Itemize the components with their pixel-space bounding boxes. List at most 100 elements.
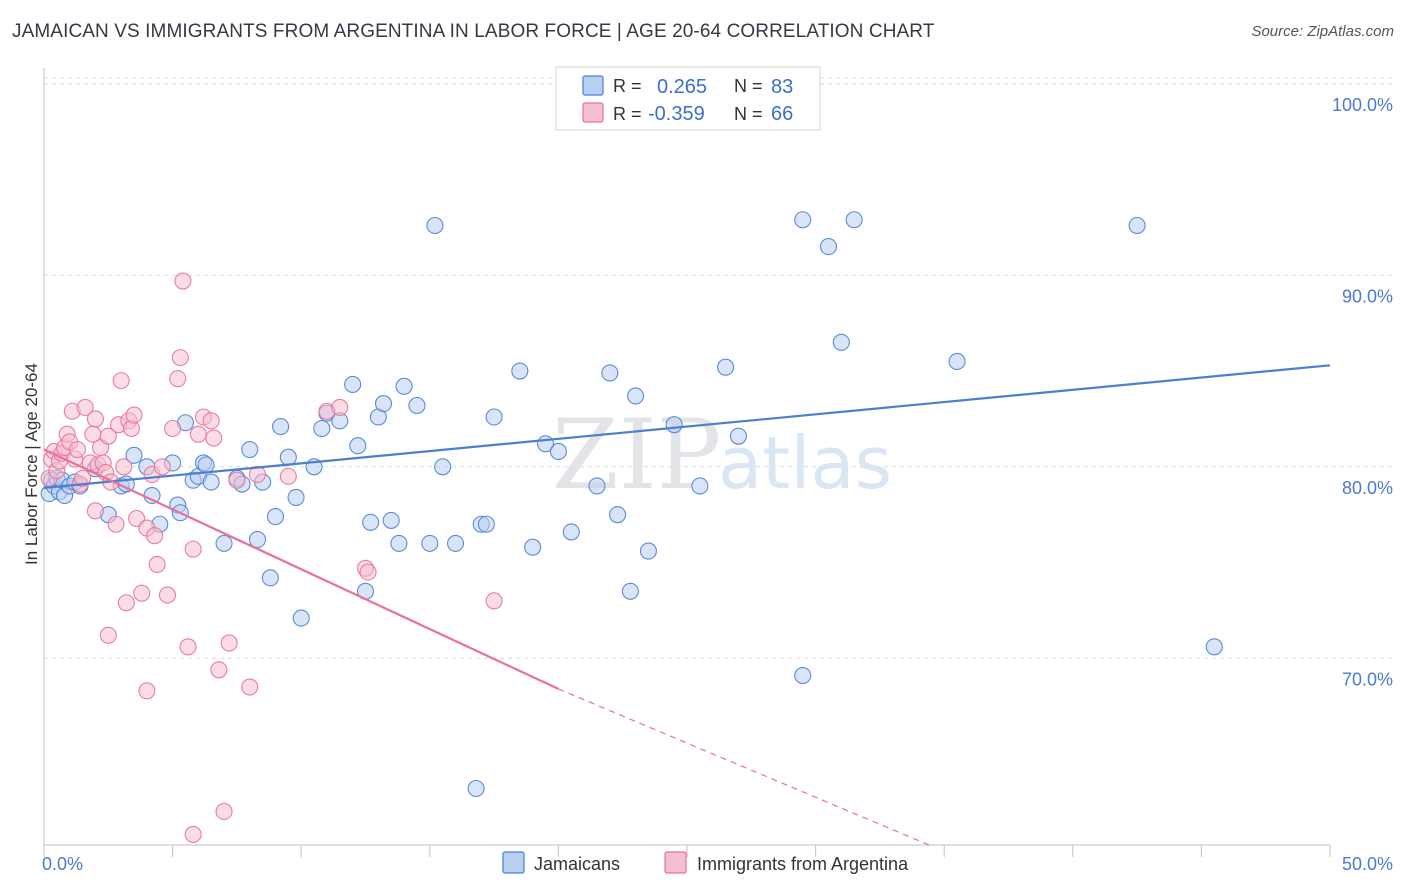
- jamaicans-point: [395, 377, 413, 395]
- argentina-point: [125, 406, 143, 424]
- jamaicans-point: [621, 582, 639, 600]
- argentina-point: [331, 398, 349, 416]
- jamaicans-point: [344, 375, 362, 393]
- watermark-zip: ZIP: [552, 399, 721, 511]
- legend-n-value: 66: [771, 103, 793, 125]
- argentina-point: [171, 349, 189, 367]
- argentina-point: [215, 802, 233, 821]
- jamaicans-point: [524, 538, 542, 556]
- legend-r-value: 0.265: [657, 76, 707, 98]
- points-layer: [40, 211, 1223, 844]
- legend-n-value: 83: [771, 76, 793, 98]
- argentina-point: [158, 586, 177, 604]
- argentina-point: [133, 584, 151, 602]
- jamaicans-point: [794, 666, 812, 685]
- legend-swatch-blue: [582, 75, 604, 96]
- jamaicans-point: [819, 238, 838, 256]
- jamaicans-point: [349, 437, 367, 455]
- axis-layer: 70.0% 80.0% 90.0% 100.0% 0.0% 50.0%: [42, 68, 1393, 874]
- argentina-trend-line: [43, 448, 559, 690]
- argentina-point: [359, 563, 377, 581]
- jamaicans-point: [362, 513, 380, 531]
- jamaicans-point: [261, 569, 279, 587]
- jamaicans-point: [382, 511, 400, 529]
- jamaicans-point: [1128, 216, 1146, 235]
- jamaicans-point: [485, 408, 503, 426]
- jamaicans-point: [549, 442, 567, 461]
- jamaicans-point: [609, 506, 627, 524]
- jamaicans-point: [948, 352, 966, 371]
- argentina-point: [115, 458, 133, 476]
- y-tick-label: 90.0%: [1342, 286, 1393, 306]
- jamaicans-point: [390, 534, 408, 552]
- jamaicans-point: [562, 523, 580, 541]
- argentina-point: [228, 471, 246, 489]
- jamaicans-point: [215, 534, 233, 552]
- jamaicans-point: [467, 779, 485, 798]
- jamaicans-point: [639, 542, 657, 560]
- argentina-point: [485, 592, 503, 610]
- x-tick-label: 50.0%: [1342, 854, 1393, 874]
- jamaicans-point: [266, 508, 285, 526]
- chart-title: JAMAICAN VS IMMIGRANTS FROM ARGENTINA IN…: [12, 21, 935, 42]
- argentina-point: [86, 502, 104, 520]
- jamaicans-point: [279, 448, 297, 466]
- jamaicans-point: [691, 477, 709, 495]
- jamaicans-point: [287, 488, 305, 506]
- jamaicans-point: [665, 416, 683, 434]
- argentina-point: [99, 626, 117, 644]
- trend-layer: [43, 364, 1331, 847]
- argentina-point: [189, 425, 207, 443]
- argentina-point: [76, 398, 94, 416]
- legend-r-label: R =: [613, 76, 642, 96]
- jamaicans-point: [248, 531, 267, 549]
- jamaicans-point: [272, 418, 290, 436]
- jamaicans-point: [601, 364, 619, 382]
- argentina-point: [174, 272, 192, 290]
- jamaicans-point: [434, 458, 452, 476]
- jamaicans-point: [832, 333, 850, 351]
- argentina-point: [202, 412, 220, 430]
- jamaicans-point: [794, 211, 812, 229]
- jamaicans-point: [408, 396, 426, 415]
- legend-r-value: -0.359: [648, 103, 705, 125]
- argentina-point: [112, 372, 130, 390]
- jamaicans-point: [241, 441, 259, 459]
- jamaicans-point: [446, 534, 465, 552]
- jamaicans-point: [477, 515, 495, 533]
- argentina-point: [153, 458, 171, 476]
- argentina-point: [279, 467, 297, 485]
- argentina-point: [169, 370, 187, 388]
- jamaicans-point: [197, 456, 215, 474]
- bottom-legend-jamaicans: Jamaicans: [534, 854, 620, 874]
- argentina-point: [86, 410, 104, 428]
- jamaicans-point: [374, 395, 393, 413]
- jamaicans-point: [421, 534, 439, 552]
- argentina-point: [117, 594, 135, 612]
- jamaicans-point: [588, 477, 606, 495]
- argentina-point: [107, 515, 125, 533]
- watermark: ZIP atlas: [552, 399, 892, 511]
- argentina-point: [210, 661, 228, 679]
- y-axis-label: In Labor Force | Age 20-64: [22, 363, 41, 565]
- bottom-legend-swatch-argentina: [664, 851, 687, 874]
- argentina-point: [179, 638, 197, 656]
- source-label: Source: ZipAtlas.com: [1251, 23, 1394, 40]
- x-tick-label: 0.0%: [42, 854, 83, 874]
- argentina-point: [138, 682, 156, 700]
- bottom-legend: Jamaicans Immigrants from Argentina: [502, 851, 909, 874]
- legend: R = 0.265 N = 83 R = -0.359 N = 66: [555, 66, 821, 131]
- legend-r-label: R =: [613, 104, 642, 124]
- bottom-legend-swatch-jamaicans: [502, 851, 525, 874]
- argentina-point: [220, 634, 238, 652]
- jamaicans-point: [125, 446, 143, 464]
- argentina-point: [99, 427, 117, 445]
- argentina-point: [164, 419, 182, 438]
- argentina-trend-extension: [558, 688, 932, 847]
- argentina-point: [74, 469, 92, 487]
- jamaicans-point: [426, 216, 444, 235]
- jamaicans-point: [143, 486, 161, 505]
- jamaicans-trend-line: [43, 364, 1331, 489]
- argentina-point: [148, 555, 166, 574]
